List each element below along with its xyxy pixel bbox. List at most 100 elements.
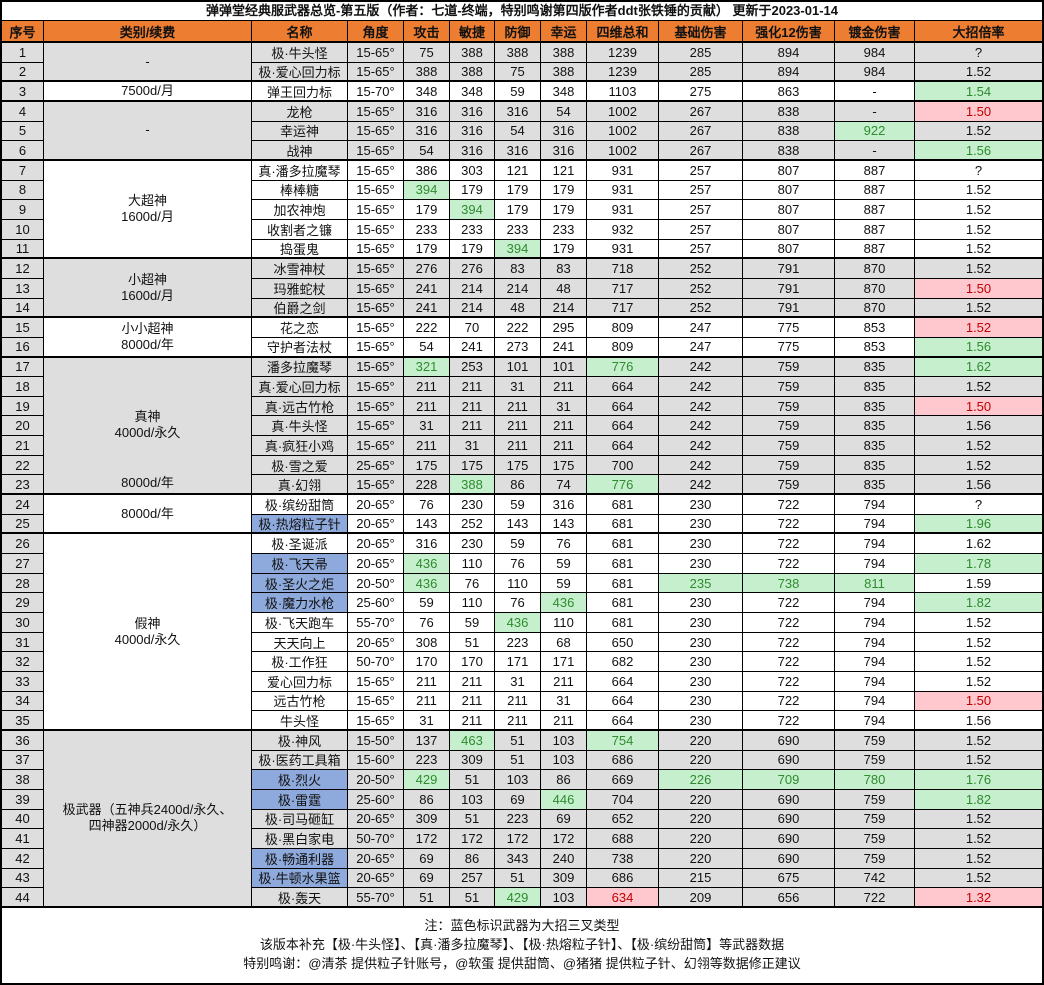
cell-luck: 348 bbox=[541, 82, 587, 102]
row-number: 44 bbox=[2, 888, 44, 908]
cell-name: 玛雅蛇杖 bbox=[252, 278, 348, 299]
cell-agility: 303 bbox=[450, 160, 495, 181]
cell-ult_multiplier: ? bbox=[915, 43, 1042, 63]
cell-name: 潘多拉魔琴 bbox=[252, 357, 348, 378]
cell-name: 收割者之镰 bbox=[252, 219, 348, 240]
weapon-table: 序号 类别/续费 名称 角度 攻击 敏捷 防御 幸运 四维总和 基础伤害 强化12伤害 镀金伤害 大招倍… bbox=[2, 21, 1042, 908]
row-number: 30 bbox=[2, 613, 44, 633]
cell-ult_multiplier: 1.56 bbox=[915, 141, 1042, 161]
row-number: 18 bbox=[2, 377, 44, 397]
cell-name: 真·潘多拉魔琴 bbox=[252, 160, 348, 181]
cell-ult_multiplier: ? bbox=[915, 160, 1042, 181]
cell-gold_damage: 794 bbox=[835, 711, 915, 731]
cell-enhance12_damage: 690 bbox=[743, 789, 835, 810]
cell-angle: 15-65° bbox=[348, 121, 404, 142]
cell-name: 极·缤纷甜筒 bbox=[252, 495, 348, 515]
cell-agility: 316 bbox=[450, 141, 495, 161]
cell-luck: 388 bbox=[541, 43, 587, 63]
cell-gold_damage: 870 bbox=[835, 298, 915, 319]
cell-ult_multiplier: 1.52 bbox=[915, 239, 1042, 260]
cell-agility: 31 bbox=[450, 436, 495, 456]
cell-total: 1002 bbox=[587, 141, 659, 161]
cell-gold_damage: 887 bbox=[835, 180, 915, 201]
cell-agility: 211 bbox=[450, 691, 495, 712]
cell-attack: 308 bbox=[404, 632, 450, 653]
cell-defense: 175 bbox=[495, 455, 541, 476]
cell-total: 686 bbox=[587, 868, 659, 889]
cell-attack: 179 bbox=[404, 239, 450, 260]
row-number: 29 bbox=[2, 593, 44, 614]
row-number: 8 bbox=[2, 180, 44, 201]
row-number: 28 bbox=[2, 573, 44, 594]
cell-enhance12_damage: 807 bbox=[743, 180, 835, 201]
column-header-agility: 攻击 bbox=[404, 21, 450, 43]
cell-base_damage: 252 bbox=[659, 298, 743, 319]
cell-attack: 211 bbox=[404, 691, 450, 712]
cell-agility: 230 bbox=[450, 534, 495, 555]
cell-ult_multiplier: 1.52 bbox=[915, 455, 1042, 476]
row-number: 11 bbox=[2, 239, 44, 260]
category-cell: 8000d/年 bbox=[44, 495, 252, 535]
row-number: 26 bbox=[2, 534, 44, 555]
cell-attack: 222 bbox=[404, 318, 450, 338]
row-number: 35 bbox=[2, 711, 44, 731]
cell-gold_damage: 853 bbox=[835, 318, 915, 338]
cell-agility: 388 bbox=[450, 62, 495, 83]
cell-gold_damage: 835 bbox=[835, 475, 915, 496]
cell-name: 极·工作狂 bbox=[252, 652, 348, 672]
row-number: 19 bbox=[2, 396, 44, 417]
row-number: 6 bbox=[2, 141, 44, 161]
cell-attack: 316 bbox=[404, 101, 450, 122]
cell-attack: 76 bbox=[404, 613, 450, 633]
row-number: 31 bbox=[2, 632, 44, 653]
cell-gold_damage: 794 bbox=[835, 534, 915, 555]
cell-ult_multiplier: 1.82 bbox=[915, 593, 1042, 614]
cell-agility: 309 bbox=[450, 750, 495, 771]
cell-luck: 31 bbox=[541, 691, 587, 712]
cell-total: 1103 bbox=[587, 82, 659, 102]
cell-defense: 110 bbox=[495, 573, 541, 594]
cell-angle: 20-65° bbox=[348, 632, 404, 653]
cell-total: 682 bbox=[587, 652, 659, 672]
cell-ult_multiplier: 1.82 bbox=[915, 789, 1042, 810]
cell-angle: 20-65° bbox=[348, 868, 404, 889]
cell-name: 极·畅通利器 bbox=[252, 848, 348, 869]
cell-gold_damage: 794 bbox=[835, 514, 915, 535]
cell-luck: 211 bbox=[541, 711, 587, 731]
cell-angle: 15-65° bbox=[348, 219, 404, 240]
cell-luck: 83 bbox=[541, 259, 587, 279]
cell-luck: 59 bbox=[541, 573, 587, 594]
cell-enhance12_damage: 838 bbox=[743, 141, 835, 161]
cell-attack: 348 bbox=[404, 82, 450, 102]
cell-total: 931 bbox=[587, 180, 659, 201]
cell-gold_damage: - bbox=[835, 141, 915, 161]
cell-defense: 101 bbox=[495, 357, 541, 378]
category-cell: 大超神 1600d/月 bbox=[44, 160, 252, 260]
cell-angle: 15-65° bbox=[348, 180, 404, 201]
cell-defense: 59 bbox=[495, 495, 541, 515]
cell-gold_damage: 984 bbox=[835, 62, 915, 83]
cell-ult_multiplier: 1.50 bbox=[915, 396, 1042, 417]
cell-ult_multiplier: 1.52 bbox=[915, 809, 1042, 830]
cell-name: 真·爱心回力标 bbox=[252, 377, 348, 397]
cell-ult_multiplier: 1.52 bbox=[915, 730, 1042, 751]
cell-angle: 55-70° bbox=[348, 888, 404, 908]
cell-ult_multiplier: 1.78 bbox=[915, 554, 1042, 574]
cell-defense: 436 bbox=[495, 613, 541, 633]
cell-angle: 15-65° bbox=[348, 200, 404, 220]
cell-base_damage: 285 bbox=[659, 43, 743, 63]
cell-name: 极·牛头怪 bbox=[252, 43, 348, 63]
cell-base_damage: 230 bbox=[659, 495, 743, 515]
cell-luck: 101 bbox=[541, 357, 587, 378]
row-number: 42 bbox=[2, 848, 44, 869]
cell-enhance12_damage: 759 bbox=[743, 475, 835, 496]
row-number: 21 bbox=[2, 436, 44, 456]
category-sublabel: 8000d/年 bbox=[121, 475, 174, 491]
cell-name: 真·牛头怪 bbox=[252, 416, 348, 437]
cell-defense: 273 bbox=[495, 337, 541, 358]
row-number: 2 bbox=[2, 62, 44, 83]
cell-total: 664 bbox=[587, 377, 659, 397]
cell-defense: 316 bbox=[495, 141, 541, 161]
cell-luck: 179 bbox=[541, 180, 587, 201]
cell-defense: 59 bbox=[495, 82, 541, 102]
